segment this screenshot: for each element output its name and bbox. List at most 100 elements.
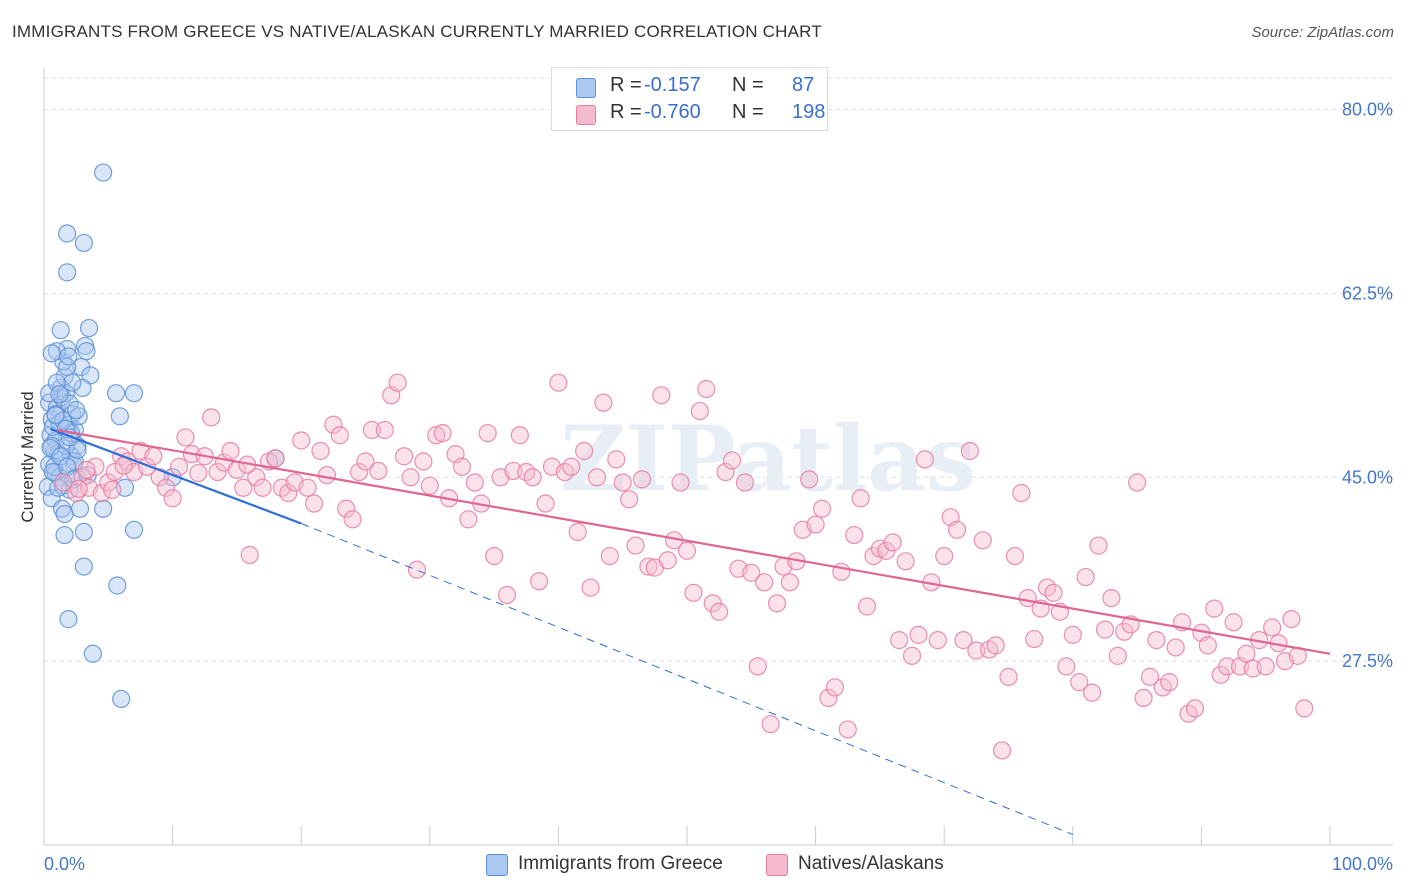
data-point-natives bbox=[992, 741, 1012, 760]
series-greece bbox=[38, 163, 285, 709]
stats-box: R = -0.157 N = 87 R = -0.760 N = 198 bbox=[551, 67, 828, 131]
data-point-natives bbox=[157, 478, 176, 497]
stats-n-label: N = bbox=[732, 101, 764, 123]
trend-line-natives bbox=[56, 428, 1331, 655]
data-point-natives bbox=[247, 468, 266, 487]
x-tick-label: 0.0% bbox=[44, 854, 85, 874]
data-point-natives bbox=[253, 478, 272, 497]
data-point-greece bbox=[51, 321, 70, 340]
data-point-natives bbox=[317, 466, 337, 485]
data-point-natives bbox=[671, 473, 690, 492]
data-point-natives bbox=[722, 451, 742, 470]
data-point-greece bbox=[58, 263, 77, 282]
axis-layer bbox=[43, 68, 1393, 846]
data-point-greece bbox=[106, 384, 126, 403]
data-point-natives bbox=[375, 420, 394, 440]
data-point-natives bbox=[902, 646, 922, 665]
data-point-natives bbox=[459, 510, 478, 529]
data-point-greece bbox=[67, 400, 86, 420]
data-point-natives bbox=[266, 449, 285, 468]
data-point-natives bbox=[401, 468, 420, 487]
data-point-greece bbox=[83, 644, 102, 663]
data-point-natives bbox=[465, 473, 484, 492]
data-point-greece bbox=[55, 504, 74, 524]
data-point-natives bbox=[806, 515, 825, 534]
data-point-natives bbox=[497, 585, 517, 605]
data-point-natives bbox=[1140, 667, 1160, 686]
data-point-natives bbox=[452, 457, 472, 476]
data-point-greece bbox=[58, 224, 77, 243]
data-point-natives bbox=[169, 457, 189, 476]
trend-layer bbox=[50, 427, 1331, 835]
data-point-natives bbox=[478, 424, 497, 443]
data-point-natives bbox=[575, 441, 594, 461]
points-layer bbox=[38, 163, 1314, 760]
data-point-natives bbox=[1147, 631, 1166, 650]
data-point-natives bbox=[690, 401, 709, 421]
legend-swatch-pink bbox=[766, 854, 788, 876]
legend-label: Natives/Alaskans bbox=[798, 853, 944, 874]
data-point-natives bbox=[632, 470, 652, 489]
data-point-greece bbox=[77, 342, 96, 361]
data-point-natives bbox=[304, 494, 324, 513]
data-point-natives bbox=[1185, 699, 1205, 718]
stats-r-value: -0.157 bbox=[644, 74, 701, 96]
stats-n-label: N = bbox=[732, 74, 764, 96]
data-point-greece bbox=[46, 406, 65, 425]
data-point-natives bbox=[1198, 636, 1217, 655]
data-point-greece bbox=[51, 447, 70, 466]
data-point-natives bbox=[658, 551, 677, 570]
data-point-natives bbox=[1134, 688, 1153, 708]
data-point-greece bbox=[79, 318, 99, 338]
data-point-natives bbox=[960, 441, 980, 461]
data-point-natives bbox=[77, 460, 96, 480]
data-point-natives bbox=[536, 494, 555, 513]
stats-swatch-pink bbox=[576, 105, 596, 125]
data-point-natives bbox=[896, 552, 915, 571]
stats-r-label: R = bbox=[610, 74, 642, 96]
data-point-natives bbox=[1108, 646, 1127, 665]
data-point-greece bbox=[74, 557, 93, 576]
data-point-natives bbox=[1295, 699, 1314, 718]
data-point-natives bbox=[999, 667, 1018, 686]
data-point-natives bbox=[176, 428, 195, 447]
data-point-natives bbox=[54, 473, 73, 492]
y-axis-title: Currently Married bbox=[18, 391, 37, 522]
data-point-natives bbox=[1102, 588, 1121, 608]
data-point-natives bbox=[92, 483, 111, 503]
data-point-greece bbox=[47, 373, 66, 392]
data-point-greece bbox=[63, 373, 82, 392]
data-point-natives bbox=[105, 462, 124, 482]
data-point-natives bbox=[150, 468, 169, 487]
data-point-natives bbox=[189, 463, 208, 483]
data-point-natives bbox=[928, 631, 947, 650]
data-point-natives bbox=[845, 525, 864, 545]
data-point-natives bbox=[1127, 473, 1147, 492]
data-point-natives bbox=[1282, 610, 1301, 629]
data-point-natives bbox=[825, 678, 844, 697]
data-point-natives bbox=[298, 478, 317, 497]
data-point-natives bbox=[677, 541, 697, 560]
data-point-greece bbox=[59, 610, 78, 629]
data-point-natives bbox=[819, 688, 838, 708]
data-point-natives bbox=[761, 715, 780, 734]
data-point-natives bbox=[652, 386, 671, 405]
data-point-natives bbox=[144, 447, 163, 466]
data-point-natives bbox=[388, 373, 407, 392]
data-point-natives bbox=[349, 462, 369, 482]
data-point-natives bbox=[947, 520, 967, 539]
data-point-natives bbox=[742, 563, 761, 582]
data-point-natives bbox=[369, 461, 388, 481]
data-point-greece bbox=[124, 520, 144, 539]
stats-n-value: 198 bbox=[792, 101, 826, 123]
data-point-natives bbox=[710, 602, 729, 621]
data-point-natives bbox=[1025, 629, 1044, 649]
data-point-natives bbox=[620, 490, 639, 509]
data-point-natives bbox=[407, 560, 427, 579]
data-point-natives bbox=[356, 452, 375, 471]
data-point-natives bbox=[1115, 622, 1134, 641]
data-point-greece bbox=[42, 344, 61, 363]
stats-swatch-blue bbox=[576, 78, 596, 98]
data-point-greece bbox=[59, 347, 78, 366]
data-point-natives bbox=[433, 424, 452, 443]
